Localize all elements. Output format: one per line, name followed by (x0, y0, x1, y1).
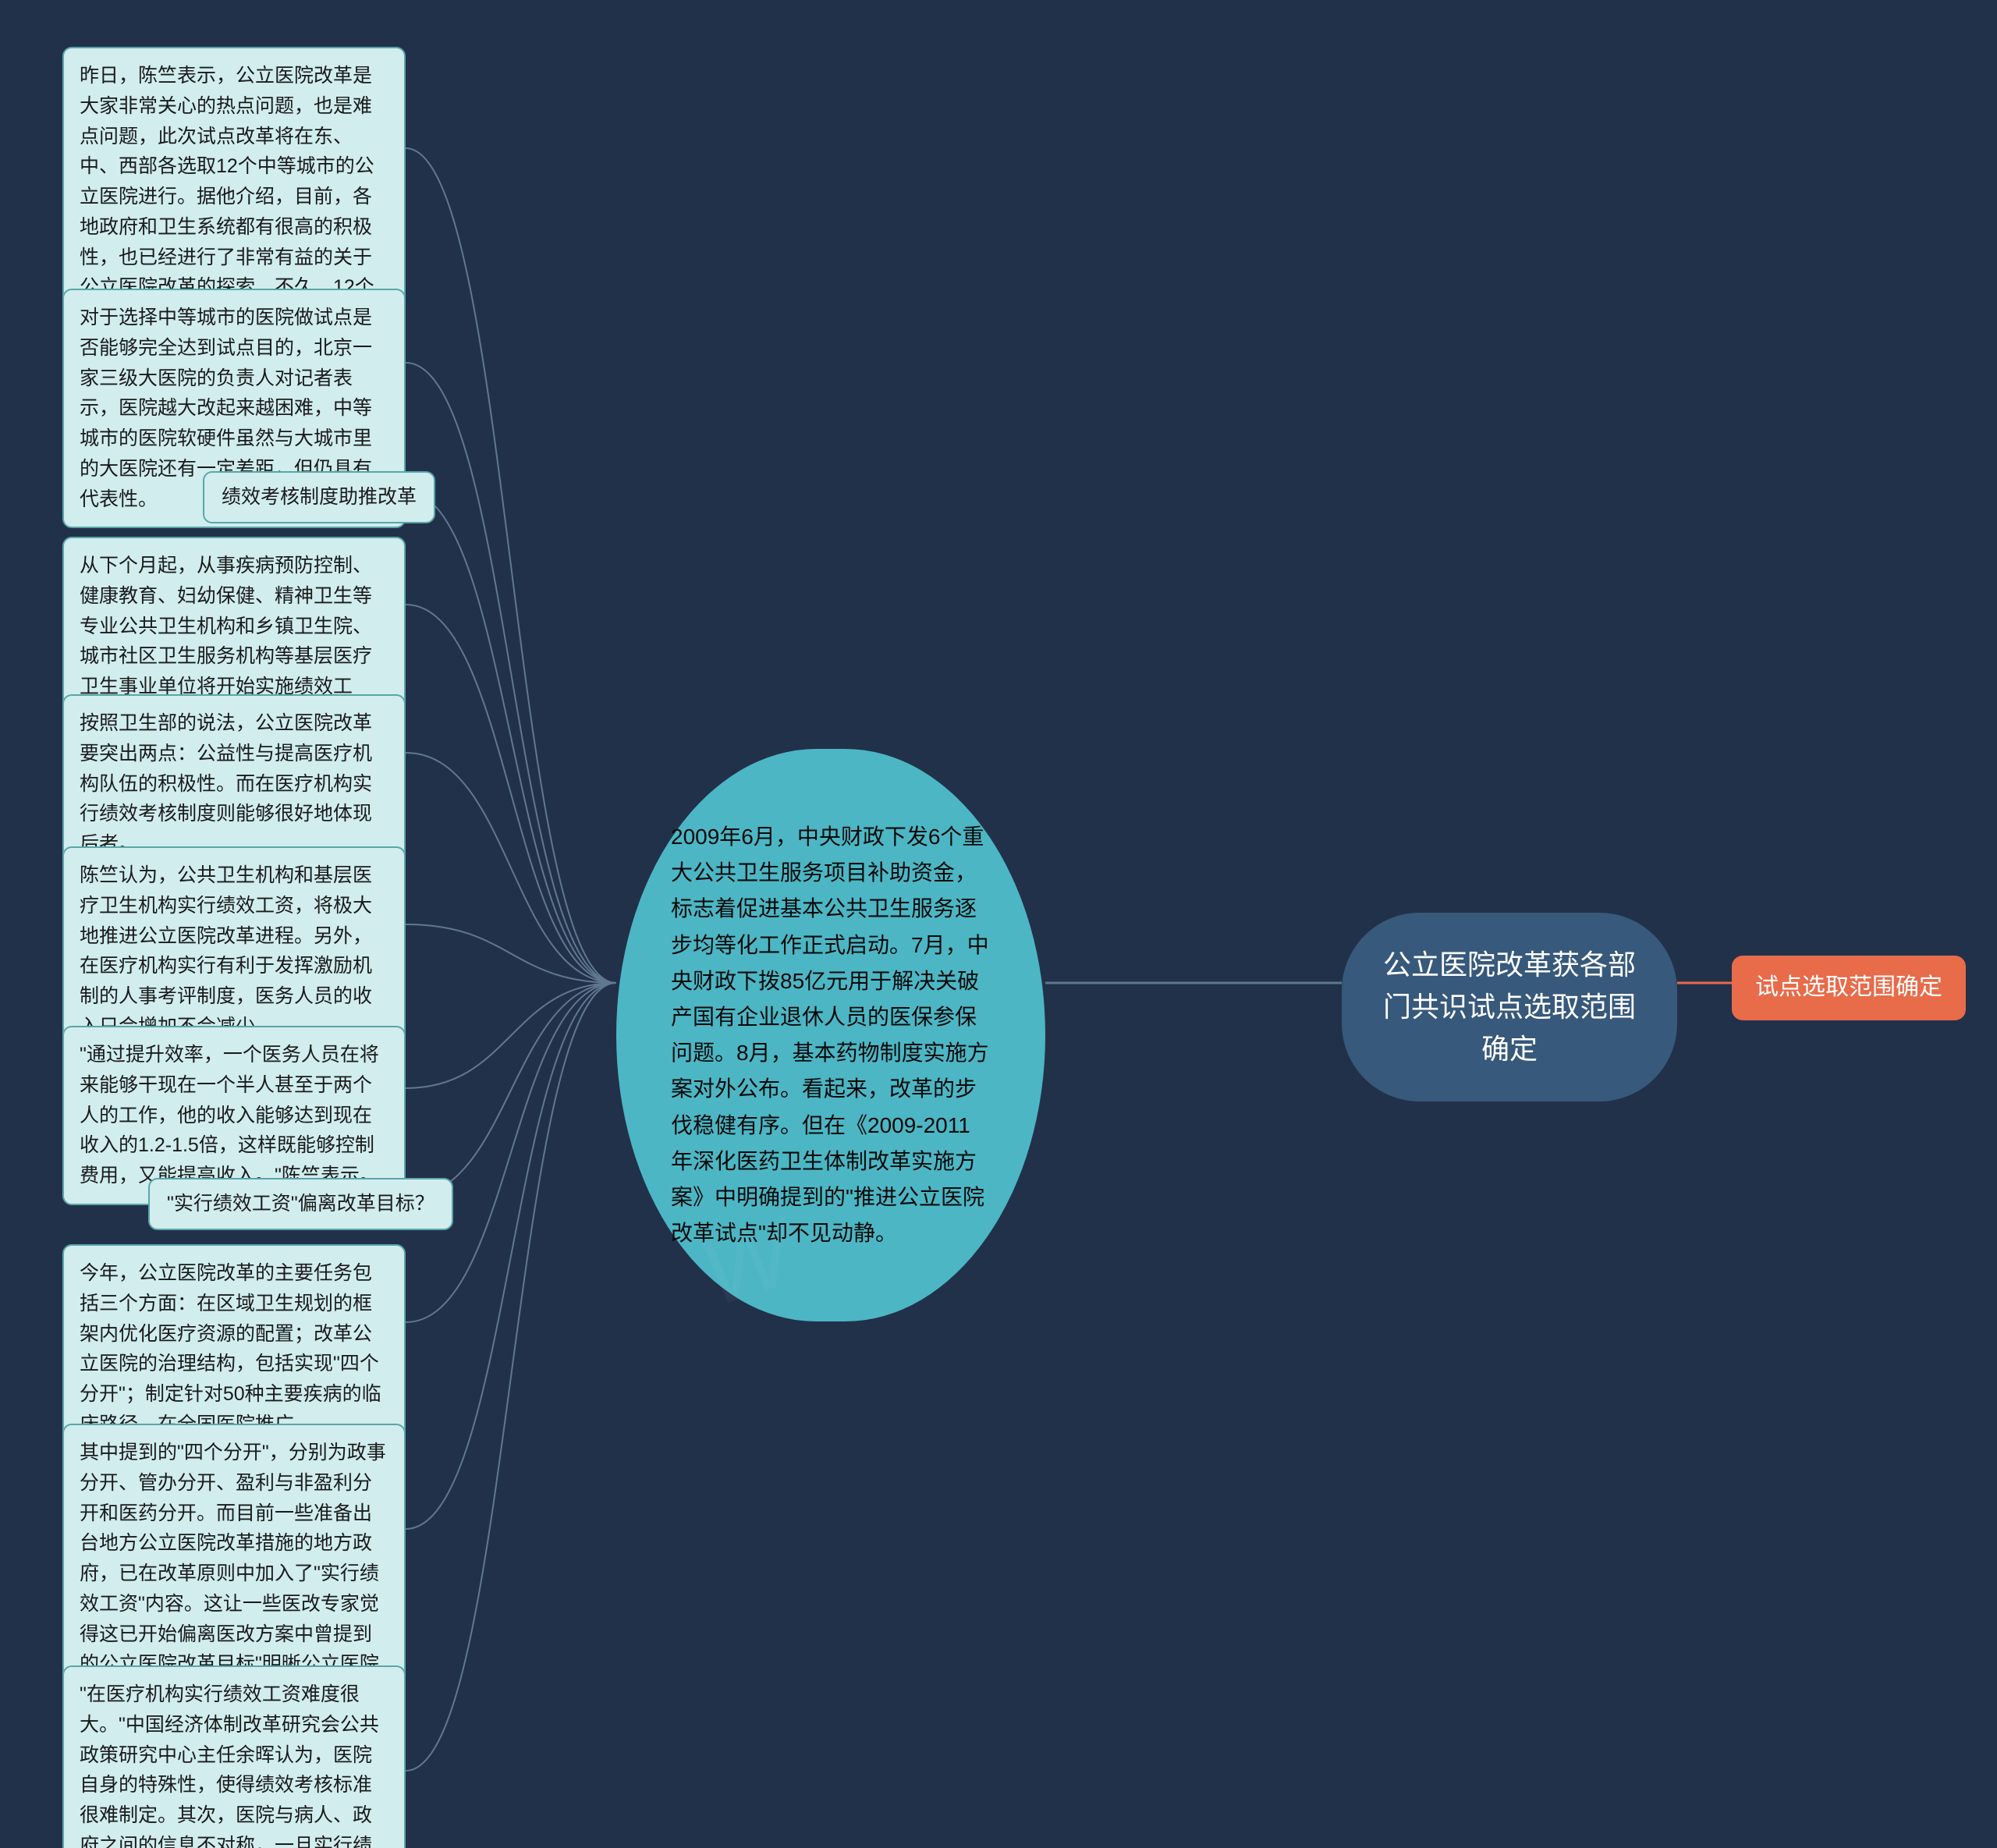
right-leaf-text: 试点选取范围确定 (1755, 974, 1942, 1000)
leaf-text-6: "通过提升效率，一个医务人员在将来能够干现在一个半人甚至于两个人的工作，他的收入… (80, 1044, 379, 1186)
leaf-node-10: "在医疗机构实行绩效工资难度很大。"中国经济体制改革研究会公共政策研究中心主任余… (62, 1665, 406, 1848)
leaf-text-7: "实行绩效工资"偏离改革目标？ (167, 1193, 435, 1215)
leaf-node-5: 陈竺认为，公共卫生机构和基层医疗卫生机构实行绩效工资，将极大地推进公立医院改革进… (62, 846, 406, 1056)
middle-summary-node: 2009年6月，中央财政下发6个重大公共卫生服务项目补助资金，标志着促进基本公共… (616, 749, 1045, 1321)
leaf-text-2: 绩效考核制度助推改革 (222, 486, 417, 508)
leaf-node-2: 绩效考核制度助推改革 (203, 471, 435, 523)
root-node: 公立医院改革获各部门共识试点选取范围确定 (1342, 913, 1677, 1101)
leaf-node-7: "实行绩效工资"偏离改革目标？ (148, 1178, 453, 1230)
leaf-text-8: 今年，公立医院改革的主要任务包括三个方面：在区域卫生规划的框架内优化医疗资源的配… (80, 1262, 381, 1435)
middle-summary-text: 2009年6月，中央财政下发6个重大公共卫生服务项目补助资金，标志着促进基本公共… (671, 825, 989, 1245)
leaf-node-8: 今年，公立医院改革的主要任务包括三个方面：在区域卫生规划的框架内优化医疗资源的配… (62, 1244, 406, 1454)
leaf-text-4: 按照卫生部的说法，公立医院改革要突出两点：公益性与提高医疗机构队伍的积极性。而在… (80, 712, 372, 855)
leaf-text-5: 陈竺认为，公共卫生机构和基层医疗卫生机构实行绩效工资，将极大地推进公立医院改革进… (80, 864, 372, 1038)
right-leaf-node: 试点选取范围确定 (1732, 956, 1966, 1020)
root-title-text: 公立医院改革获各部门共识试点选取范围确定 (1383, 949, 1636, 1065)
leaf-text-10: "在医疗机构实行绩效工资难度很大。"中国经济体制改革研究会公共政策研究中心主任余… (80, 1683, 379, 1848)
